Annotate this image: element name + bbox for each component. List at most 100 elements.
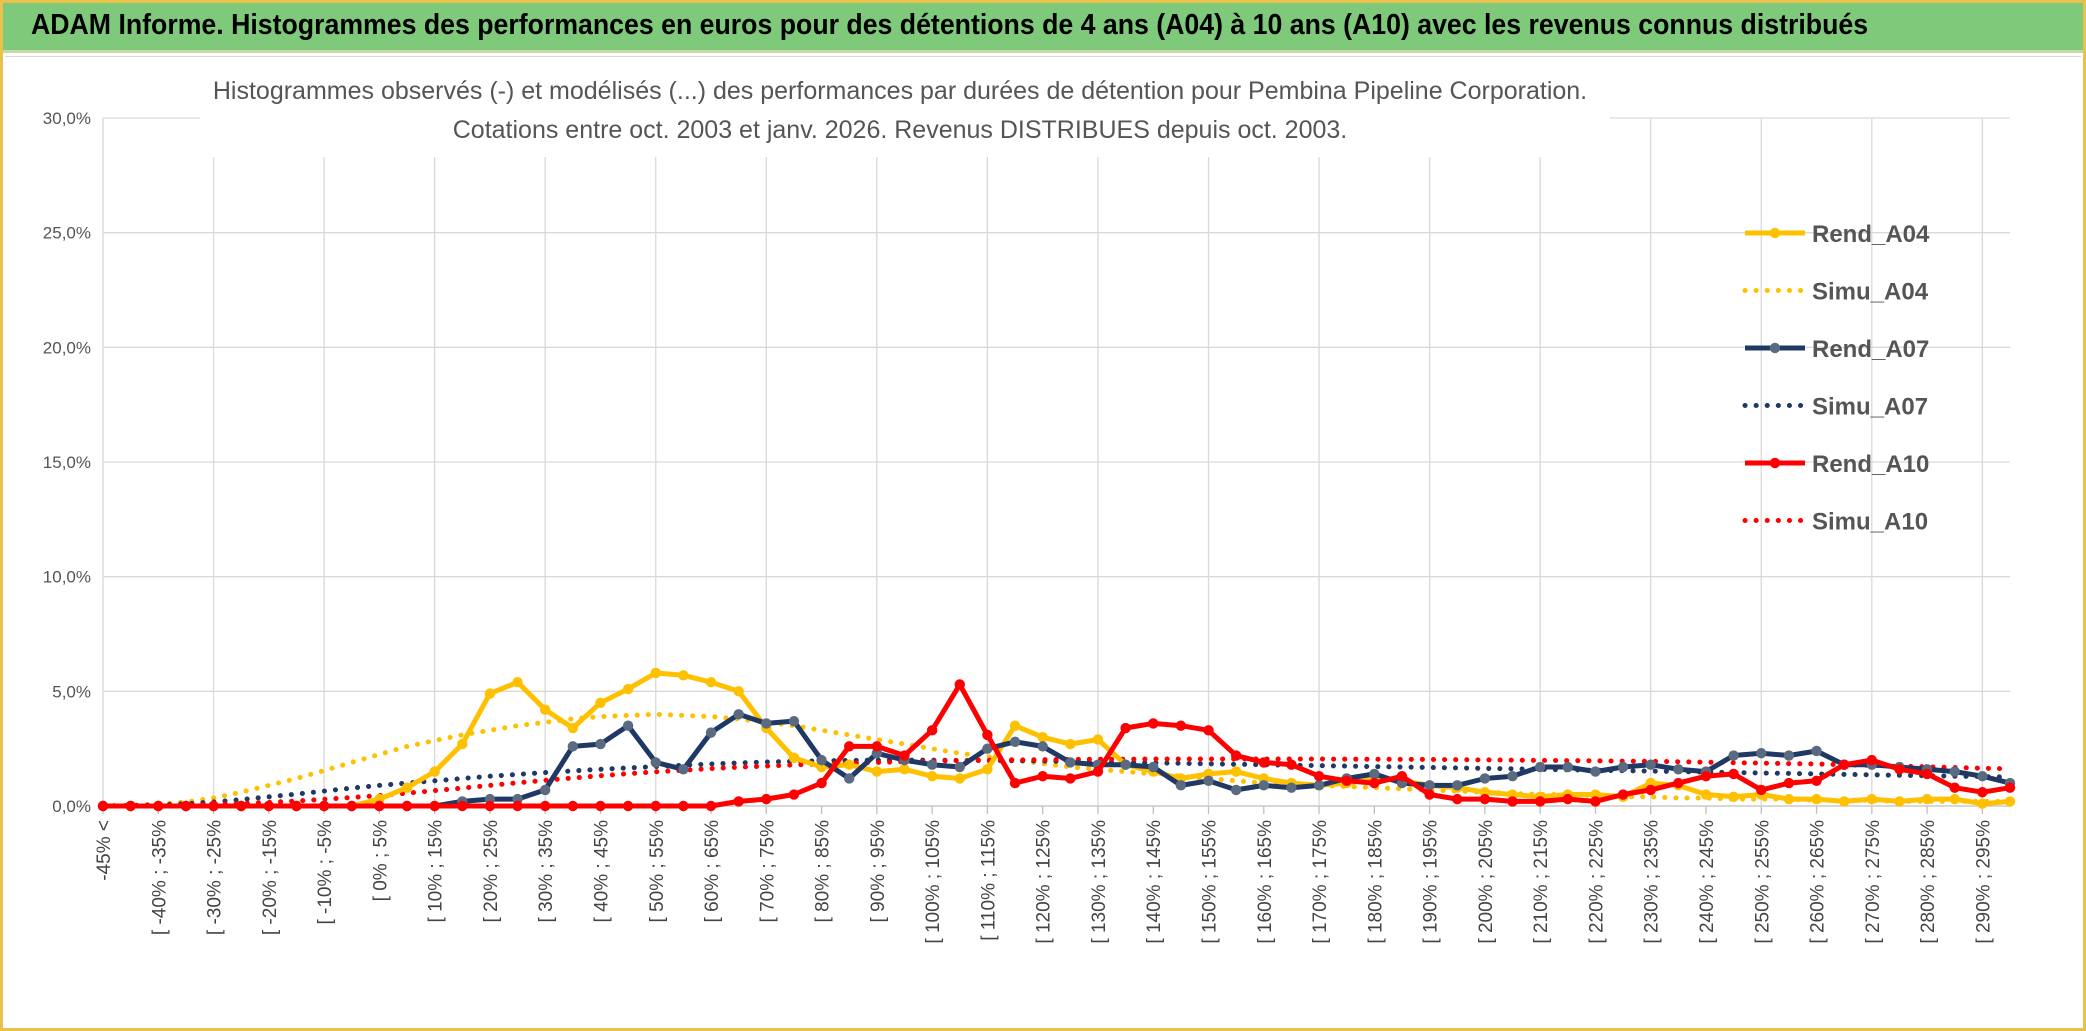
x-tick-label: [ 110% ; 115% (978, 820, 999, 941)
rend-a10-point (374, 800, 385, 812)
rend-a10-point (1065, 773, 1076, 784)
rend-a10-point (650, 800, 661, 812)
x-tick-label: [ 200% ; 205% (1476, 820, 1497, 944)
chart-area: 0,0% 5,0% 10,0% 15,0% 20,0% 25,0% 30,0% -45% <… (5, 56, 2081, 1027)
rend-a04-point (429, 766, 440, 777)
rend-a10-point (1009, 777, 1021, 789)
rend-a07-point (1286, 782, 1297, 793)
rend-a07-point (816, 754, 827, 766)
rend-a07-point (1977, 770, 1988, 782)
rend-a10-point (1700, 770, 1712, 782)
rend-a07-point (1479, 773, 1491, 784)
simu-a04-line (100, 711, 2013, 809)
rend-a07-point (1783, 750, 1795, 761)
y-axis: 0,0% 5,0% 10,0% 15,0% 20,0% 25,0% 30,0% (43, 109, 91, 816)
rend-a07-point (844, 773, 855, 784)
rend-a07-point (1534, 761, 1546, 773)
x-tick-label: [ 270% ; 275% (1863, 820, 1884, 944)
rend-a10-point (180, 800, 192, 812)
rend-a10-point (1617, 789, 1629, 800)
y-tick-label: 20,0% (43, 338, 91, 357)
rend-a10-point (1866, 754, 1878, 766)
rend-a07-point (788, 715, 800, 727)
rend-a10-point (1175, 720, 1187, 731)
x-tick-label: [ 150% ; 155% (1200, 820, 1221, 944)
x-tick-label: [ 260% ; 265% (1808, 820, 1829, 944)
rend-a07-point (678, 764, 689, 775)
simu-a10-line (100, 756, 2013, 809)
rend-a04-point (678, 670, 689, 681)
rend-a10-point (1894, 764, 1905, 775)
rend-a10-point (1148, 718, 1159, 729)
rend-a04-point (1921, 793, 1933, 805)
rend-a10-point (816, 777, 827, 789)
rend-a04-point (1037, 732, 1048, 743)
chart-title: Histogrammes observés (-) et modélisés (… (213, 77, 1587, 105)
x-tick-label: [ 40% ; 45% (591, 820, 612, 923)
rend-a04-point (1783, 793, 1795, 805)
legend-label: Simu_A10 (1812, 509, 1928, 536)
rend-a10-point (844, 741, 855, 752)
legend-marker (1769, 227, 1781, 239)
rend-a07-point (1590, 766, 1601, 777)
rend-a10-point (899, 750, 910, 761)
rend-a07-point (1452, 780, 1463, 791)
y-tick-label: 25,0% (43, 224, 91, 243)
rend-a07-point (1369, 768, 1380, 780)
rend-a10-point (263, 800, 275, 812)
rend-a10-point (1369, 777, 1380, 789)
rend-a04-point (1009, 720, 1021, 731)
x-tick-label: [ 60% ; 65% (702, 820, 723, 923)
rend-a04-point (1894, 796, 1905, 807)
x-tick-label: [ 30% ; 35% (536, 820, 557, 923)
rend-a10-point (1507, 796, 1518, 807)
rend-a10-point (678, 800, 689, 812)
rend-a04-point (1065, 738, 1076, 750)
rend-a07-point (1037, 741, 1048, 752)
rend-a07-point (1949, 766, 1960, 777)
rend-a07-point (954, 761, 965, 773)
rend-a07-point (761, 718, 772, 729)
rend-a10-line (103, 682, 2011, 809)
rend-a10-point (1092, 766, 1104, 777)
rend-a10-point (1728, 768, 1739, 780)
rend-a04-point (567, 722, 579, 734)
x-tick-label: -45% < (94, 820, 115, 881)
x-tick-label: [ 230% ; 235% (1642, 820, 1663, 944)
rend-a04-point (401, 782, 413, 793)
rend-a10-point (1341, 775, 1352, 786)
series-layer (97, 667, 2016, 812)
legend-label: Simu_A07 (1812, 394, 1928, 421)
rend-a04-point (899, 764, 910, 775)
rend-a07-point (1424, 780, 1435, 791)
rend-a10-point (567, 800, 579, 812)
rend-a10-point (1258, 757, 1269, 768)
rend-a04-point (540, 704, 551, 715)
rend-a07-point (1811, 745, 1822, 757)
x-tick-label: [ 70% ; 75% (757, 820, 778, 923)
rend-a10-point (429, 800, 440, 812)
rend-a07-point (1645, 759, 1656, 770)
x-tick-label: [ 100% ; 105% (923, 820, 944, 944)
rend-a10-point (457, 800, 468, 812)
rend-a07-point (1230, 784, 1242, 796)
rend-a10-point (1120, 722, 1131, 734)
rend-a10-point (1396, 770, 1408, 782)
rend-a04-point (1866, 793, 1878, 805)
report-banner: ADAM Informe. Histogrammes des performan… (3, 3, 2083, 53)
legend-marker (1769, 342, 1781, 354)
rend-a10-point (1037, 770, 1048, 782)
rend-a10-point (1452, 793, 1463, 805)
rend-a07-point (1507, 770, 1518, 782)
rend-a07-point (1065, 757, 1076, 768)
rend-a10-point (1424, 789, 1435, 800)
rend-a04-point (622, 683, 634, 695)
rend-a04-point (871, 766, 883, 777)
y-tick-label: 30,0% (43, 109, 91, 128)
legend-label: Simu_A04 (1812, 279, 1929, 306)
x-tick-label: [ 80% ; 85% (813, 820, 834, 923)
rend-a10-point (761, 793, 772, 805)
x-tick-label: [ 290% ; 295% (1973, 820, 1994, 944)
rend-a07-point (982, 743, 993, 754)
